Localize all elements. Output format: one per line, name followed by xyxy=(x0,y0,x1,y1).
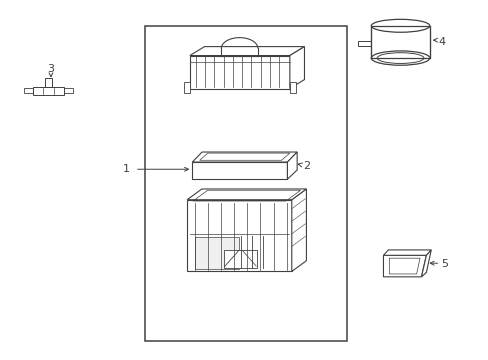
Text: 5: 5 xyxy=(440,259,447,269)
Polygon shape xyxy=(187,189,306,200)
Polygon shape xyxy=(189,46,304,55)
Bar xyxy=(33,87,64,95)
Polygon shape xyxy=(189,55,289,89)
Text: 2: 2 xyxy=(303,161,310,171)
Polygon shape xyxy=(421,250,430,277)
Polygon shape xyxy=(192,162,287,179)
Polygon shape xyxy=(194,237,238,269)
Polygon shape xyxy=(224,250,257,268)
Polygon shape xyxy=(192,152,297,162)
Polygon shape xyxy=(183,82,189,93)
Polygon shape xyxy=(383,255,426,277)
Bar xyxy=(64,88,73,93)
Bar xyxy=(357,41,370,45)
Polygon shape xyxy=(289,82,295,93)
Bar xyxy=(45,78,52,87)
Polygon shape xyxy=(291,189,306,271)
Bar xyxy=(24,88,33,93)
Text: 3: 3 xyxy=(47,64,54,74)
Polygon shape xyxy=(287,152,297,179)
Polygon shape xyxy=(370,26,429,58)
Bar xyxy=(144,26,346,341)
Polygon shape xyxy=(187,200,291,271)
Text: 1: 1 xyxy=(122,164,129,174)
Polygon shape xyxy=(289,46,304,89)
Text: 4: 4 xyxy=(438,37,445,47)
Polygon shape xyxy=(383,250,430,255)
